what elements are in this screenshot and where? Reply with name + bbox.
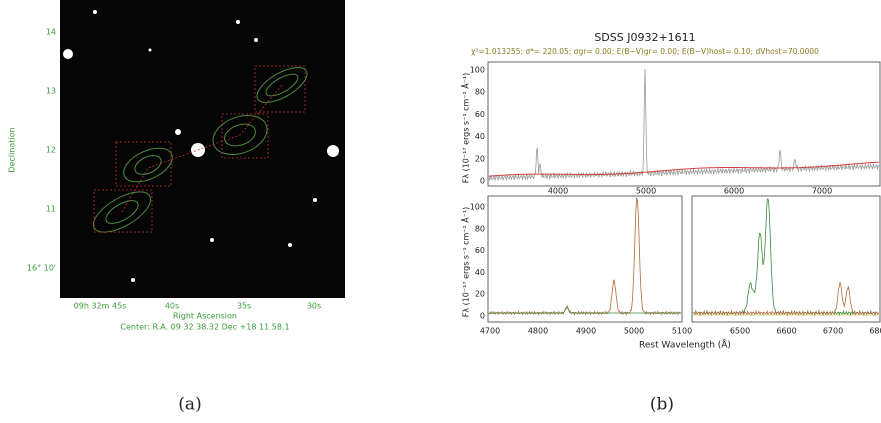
x-tick: 5000 <box>636 187 656 196</box>
y-tick: 80 <box>475 224 485 233</box>
y-tick: 40 <box>475 132 485 141</box>
x-tick: 6600 <box>776 327 796 336</box>
y-tick: 0 <box>480 177 485 186</box>
dec-tick: 13 <box>46 87 56 96</box>
x-label: Rest Wavelength (Å) <box>639 339 731 351</box>
dec-tick: 16° 10' <box>27 264 56 273</box>
ra-tick: 40s <box>165 302 179 311</box>
top-plot-frame <box>487 61 881 187</box>
x-tick: 6500 <box>730 327 750 336</box>
x-tick: 5100 <box>672 327 692 336</box>
y-tick: 0 <box>480 312 485 321</box>
x-tick: 4900 <box>576 327 596 336</box>
y-tick: 60 <box>475 110 485 119</box>
x-tick: 4700 <box>480 327 500 336</box>
spectrum <box>488 68 880 182</box>
bottom-y-label: Fλ (10⁻¹⁷ ergs s⁻¹ cm⁻² Å⁻¹) <box>460 207 471 318</box>
y-tick: 100 <box>470 203 485 212</box>
dec-tick: 11 <box>46 205 56 214</box>
halpha <box>692 197 879 317</box>
dec-tick: 12 <box>46 146 56 155</box>
ra-tick: 09h 32m 45s <box>74 302 127 311</box>
y-tick: 20 <box>475 154 485 163</box>
x-tick: 4000 <box>548 187 568 196</box>
left-plot-frame <box>487 195 683 323</box>
x-tick: 6000 <box>724 187 744 196</box>
y-tick: 20 <box>475 290 485 299</box>
caption: (a) <box>178 395 201 415</box>
hbeta <box>489 306 681 314</box>
x-tick: 5000 <box>624 327 644 336</box>
x-tick: 6700 <box>823 327 843 336</box>
boxes <box>93 65 306 233</box>
contours <box>92 67 308 233</box>
x-tick: 4800 <box>528 327 548 336</box>
dec-label: Declination <box>8 127 17 172</box>
right-plot-frame <box>691 195 881 323</box>
fit-params: χ²=1.013255; σ*= 220.05; σgr= 0.00; E(B−… <box>471 47 819 56</box>
ra-label: Right Ascension <box>173 312 237 321</box>
y-tick: 100 <box>470 66 485 75</box>
y-tick: 40 <box>475 268 485 277</box>
top-y-label: Fλ (10⁻¹⁷ ergs s⁻¹ cm⁻² Å⁻¹) <box>460 73 471 184</box>
dec-tick: 14 <box>46 28 56 37</box>
sii <box>692 280 879 317</box>
center-coords: Center: R.A. 09 32 38.32 Dec +18 11 58.1 <box>120 323 289 332</box>
caption: (b) <box>650 395 674 415</box>
spectrum-title: SDSS J0932+1611 <box>594 31 695 44</box>
ra-tick: 35s <box>237 302 251 311</box>
stars <box>63 10 339 282</box>
fit <box>488 161 879 177</box>
x-tick: 7000 <box>812 187 832 196</box>
x-tick: 6800 <box>869 327 881 336</box>
spectrum-left <box>488 197 682 316</box>
y-tick: 60 <box>475 246 485 255</box>
y-tick: 80 <box>475 88 485 97</box>
ra-tick: 30s <box>307 302 321 311</box>
